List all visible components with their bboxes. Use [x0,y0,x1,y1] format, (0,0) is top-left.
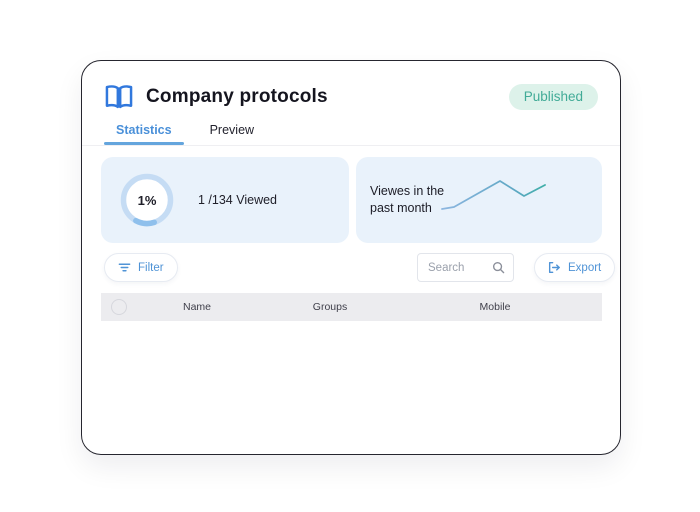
status-badge: Published [508,83,598,111]
card-header: Company protocols Published [104,81,598,113]
export-arrow-icon [548,261,560,274]
viewed-stat-card: 1% 1 /134 Viewed [101,157,349,243]
select-all-circle-checkbox[interactable] [111,299,127,315]
views-chart-caption: Viewes in the past month [370,184,445,215]
viewed-caption: 1 /134 Viewed [198,193,277,207]
tab-statistics[interactable]: Statistics [104,119,184,145]
column-header-groups: Groups [312,301,348,313]
search-box [417,253,514,282]
filter-button[interactable]: Filter [104,253,178,282]
viewed-percent: 1% [137,192,157,208]
page-title: Company protocols [146,86,328,107]
export-button[interactable]: Export [534,253,616,282]
views-sparkline-path [441,180,546,210]
progress-ring-svg [120,173,174,227]
progress-ring: 1% [118,171,176,229]
tab-bar: Statistics Preview [104,119,266,145]
column-header-name: Name [182,301,212,313]
tabs-divider [82,145,620,146]
export-button-label: Export [568,261,602,274]
search-input[interactable] [428,261,492,274]
filter-lines-icon [118,263,131,272]
open-book-icon [105,85,133,109]
filter-button-label: Filter [138,261,164,274]
tab-preview[interactable]: Preview [209,123,255,137]
column-header-mobile: Mobile [479,301,511,313]
protocol-card: Company protocols Published Statistics P… [81,60,621,455]
magnifier-icon [492,261,505,274]
views-chart-card: Viewes in the past month [356,157,602,243]
views-sparkline [441,180,546,210]
table-header-row: Name Groups Mobile [101,293,602,321]
